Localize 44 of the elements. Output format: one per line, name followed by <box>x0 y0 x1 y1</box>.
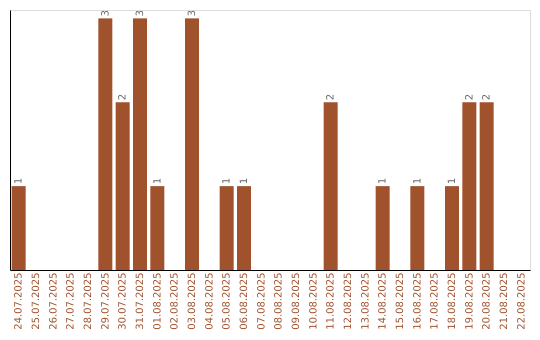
x-tick-label: 04.08.2025 <box>204 272 216 330</box>
x-tick-label: 21.08.2025 <box>499 272 510 330</box>
x-tick-label: 17.08.2025 <box>430 272 441 330</box>
data-label: 3 <box>187 10 198 16</box>
x-tick-label: 29.07.2025 <box>100 272 112 330</box>
data-label: 1 <box>222 178 233 184</box>
x-tick-label: 03.08.2025 <box>187 272 198 330</box>
x-tick-label: 14.08.2025 <box>378 272 389 330</box>
data-label: 2 <box>118 94 129 100</box>
x-tick-label: 20.08.2025 <box>482 272 493 330</box>
data-label: 1 <box>378 178 389 184</box>
x-tick-label: 19.08.2025 <box>464 272 476 330</box>
x-tick-label: 06.08.2025 <box>239 272 250 330</box>
x-tick-label: 16.08.2025 <box>412 272 424 330</box>
data-label: 3 <box>100 10 112 16</box>
x-tick-label: 09.08.2025 <box>291 272 302 330</box>
x-tick-label: 22.08.2025 <box>516 272 528 330</box>
x-tick-label: 30.07.2025 <box>118 272 129 330</box>
x-tick-label: 28.07.2025 <box>83 272 94 330</box>
data-label: 1 <box>152 178 164 184</box>
x-tick-label: 08.08.2025 <box>274 272 285 330</box>
x-tick-label: 12.08.2025 <box>343 272 354 330</box>
data-label: 1 <box>412 178 424 184</box>
x-tick-label: 10.08.2025 <box>308 272 320 330</box>
x-tick-label: 05.08.2025 <box>222 272 233 330</box>
x-tick-label: 31.07.2025 <box>135 272 146 330</box>
x-tick-label: 11.08.2025 <box>326 272 337 330</box>
x-tick-label: 13.08.2025 <box>360 272 372 330</box>
x-tick-label: 25.07.2025 <box>31 272 42 330</box>
data-label: 2 <box>482 94 493 100</box>
x-tick-label: 24.07.2025 <box>14 272 25 330</box>
data-label: 1 <box>447 178 458 184</box>
x-tick-label: 02.08.2025 <box>170 272 181 330</box>
x-tick-label: 18.08.2025 <box>447 272 458 330</box>
data-label: 1 <box>239 178 250 184</box>
data-label: 1 <box>14 178 25 184</box>
x-tick-label: 07.08.2025 <box>256 272 268 330</box>
x-tick-label: 27.07.2025 <box>66 272 77 330</box>
data-label: 2 <box>326 94 337 100</box>
x-tick-label: 26.07.2025 <box>48 272 60 330</box>
x-tick-label: 01.08.2025 <box>152 272 164 330</box>
data-label: 2 <box>464 94 476 100</box>
data-label: 3 <box>135 10 146 16</box>
x-tick-label: 15.08.2025 <box>395 272 406 330</box>
